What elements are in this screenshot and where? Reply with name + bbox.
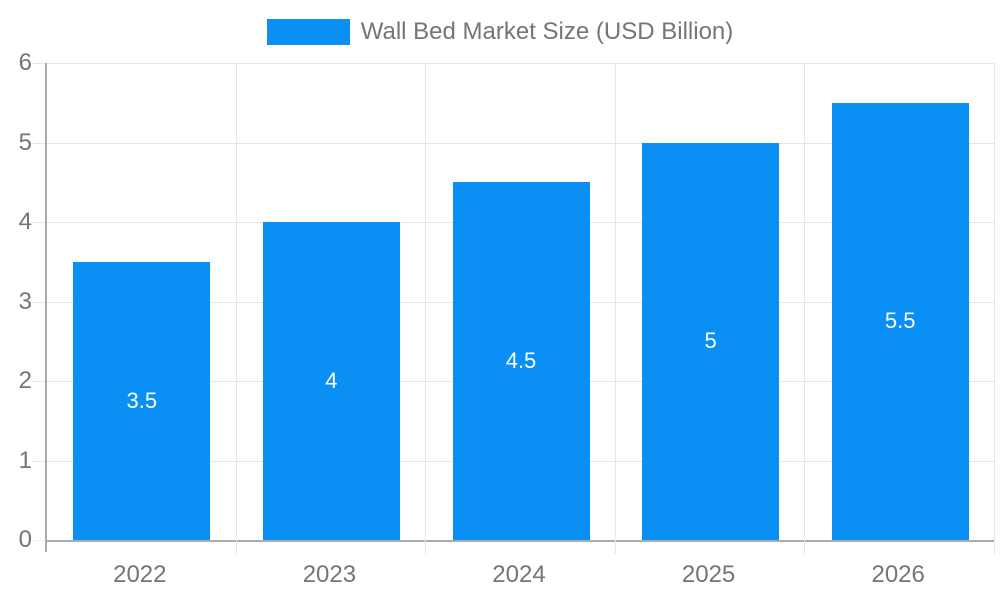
h-gridline bbox=[47, 142, 995, 144]
y-tick-label: 6 bbox=[18, 49, 32, 76]
x-axis-tick bbox=[235, 540, 237, 554]
bar-value-label: 3.5 bbox=[126, 387, 158, 413]
bar-2022: 3.5 bbox=[73, 261, 211, 540]
x-tick-label: 2024 bbox=[492, 561, 546, 588]
bar-value-label: 4 bbox=[325, 368, 338, 393]
y-axis-tick bbox=[33, 222, 45, 223]
y-tick-label: 2 bbox=[18, 367, 32, 394]
bar-2025: 5 bbox=[642, 142, 780, 540]
legend-swatch bbox=[266, 19, 350, 45]
x-tick-label: 2023 bbox=[302, 561, 357, 588]
y-tick-label: 4 bbox=[18, 208, 32, 235]
bar-value-label: 5.5 bbox=[884, 308, 916, 334]
bar-2023: 4 bbox=[262, 222, 400, 540]
legend-label: Wall Bed Market Size (USD Billion) bbox=[360, 18, 734, 45]
v-gridline bbox=[614, 63, 616, 540]
x-axis-tick bbox=[425, 540, 427, 554]
y-axis-tick bbox=[33, 142, 45, 144]
bar-value-label: 4.5 bbox=[505, 348, 537, 374]
y-tick-label: 0 bbox=[18, 526, 32, 553]
chart-legend[interactable]: Wall Bed Market Size (USD Billion) bbox=[0, 18, 1000, 46]
y-axis-tick bbox=[33, 460, 45, 462]
h-gridline bbox=[47, 63, 995, 64]
y-tick-label: 5 bbox=[18, 128, 32, 156]
x-axis-tick bbox=[804, 540, 806, 554]
y-axis-extension bbox=[45, 540, 47, 552]
x-tick-label: 2026 bbox=[871, 561, 925, 588]
bar-2024: 4.5 bbox=[452, 182, 590, 540]
y-axis-tick bbox=[33, 301, 45, 303]
bar-value-label: 5 bbox=[704, 328, 717, 354]
x-axis-tick bbox=[994, 540, 995, 554]
y-tick-label: 1 bbox=[18, 446, 32, 474]
bar-2026: 5.5 bbox=[831, 102, 969, 540]
y-axis-tick bbox=[33, 63, 45, 64]
plot-area: 3.5 4 4.5 5 5.5 bbox=[33, 63, 995, 554]
x-tick-label: 2025 bbox=[681, 561, 736, 588]
y-tick-label: 3 bbox=[18, 287, 32, 315]
y-axis-tick bbox=[33, 540, 45, 541]
x-axis-tick bbox=[614, 540, 616, 554]
v-gridline bbox=[994, 63, 995, 540]
v-gridline bbox=[235, 63, 237, 540]
v-gridline bbox=[425, 63, 427, 540]
v-gridline bbox=[804, 63, 806, 540]
y-axis-tick bbox=[33, 381, 45, 382]
x-tick-label: 2022 bbox=[113, 561, 167, 588]
